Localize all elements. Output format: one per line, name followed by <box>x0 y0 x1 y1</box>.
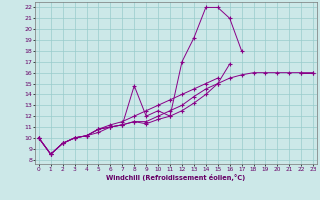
X-axis label: Windchill (Refroidissement éolien,°C): Windchill (Refroidissement éolien,°C) <box>106 174 246 181</box>
